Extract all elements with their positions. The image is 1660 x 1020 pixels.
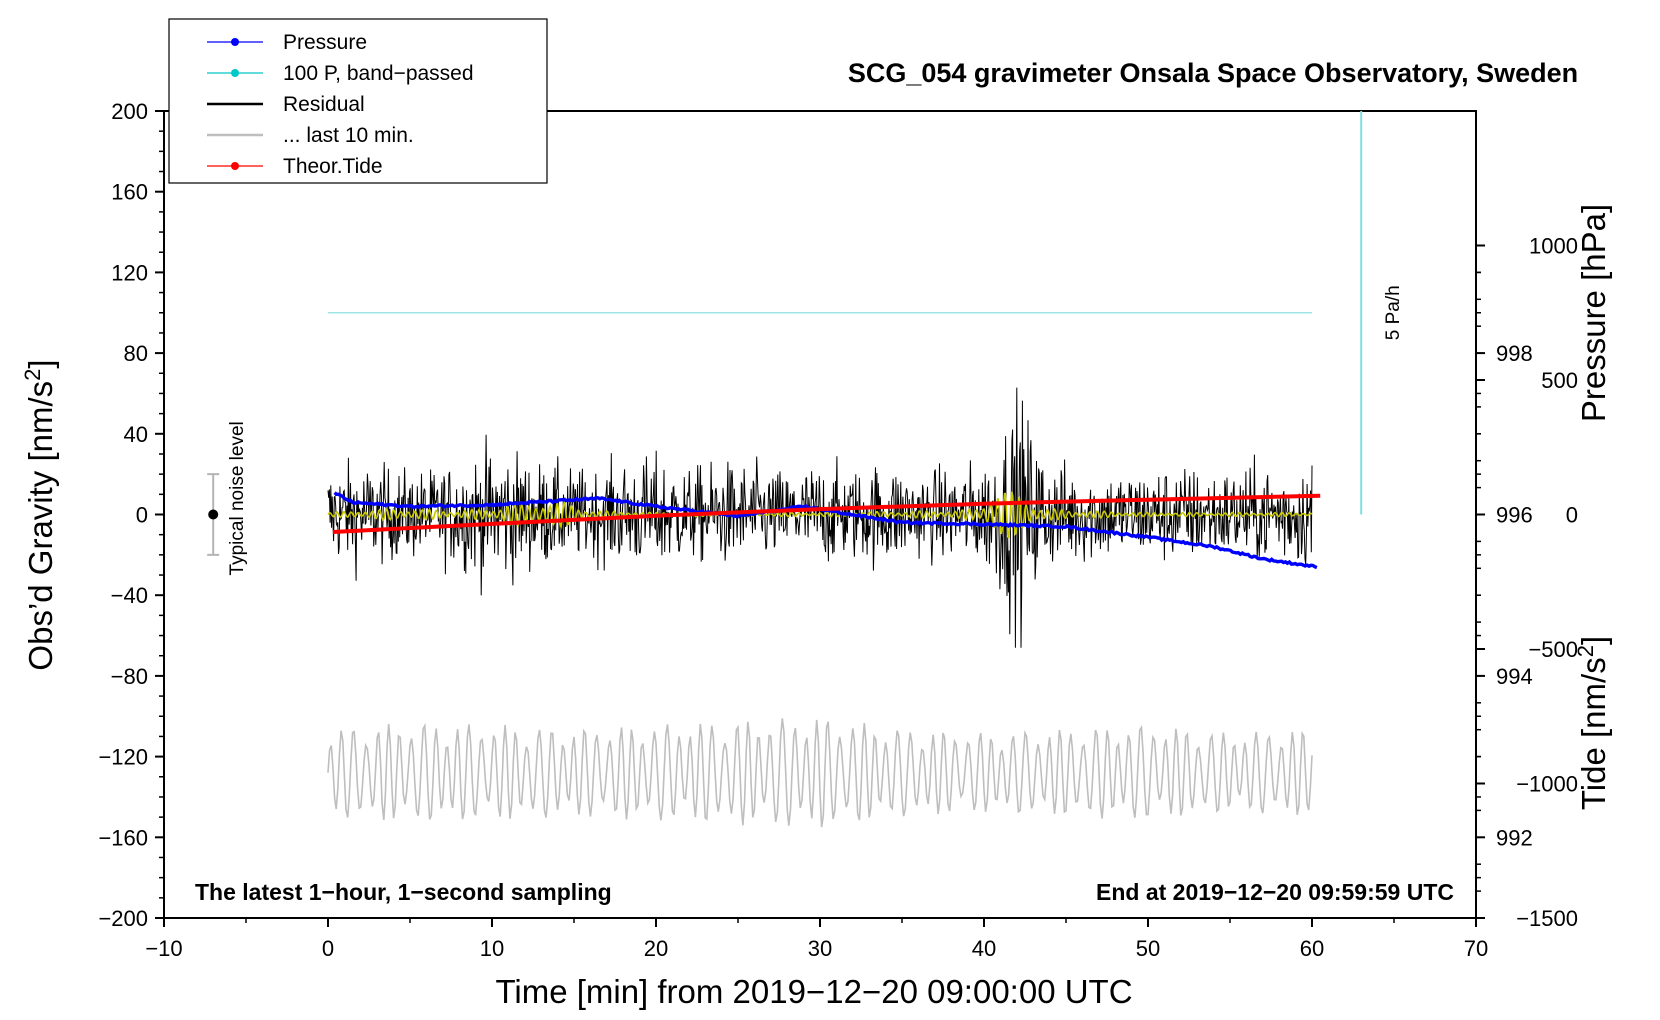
y-axis-tide-label-end: ]	[1575, 636, 1612, 645]
y-left-tick-label: −80	[111, 664, 148, 689]
y-axis-left-label-sup: 2	[20, 369, 45, 381]
x-tick-label: −10	[145, 936, 182, 961]
y-left-tick-label: 120	[111, 260, 148, 285]
y-pressure-tick-label: 998	[1496, 341, 1533, 366]
x-axis: −10 0 10 20 30 40 50 60 70	[145, 918, 1488, 961]
y-axis-left: 200 160 120 80 40 0 −40 −80 −120 −160 −200	[98, 99, 164, 931]
legend-item: 100 P, band−passed	[207, 62, 474, 85]
y-left-tick-label: −40	[111, 583, 148, 608]
y-tide-tick-label: 1000	[1529, 234, 1578, 259]
y-left-tick-label: 0	[136, 503, 148, 528]
y-pressure-tick-label: 994	[1496, 664, 1533, 689]
x-tick-label: 20	[644, 936, 668, 961]
x-tick-label: 60	[1300, 936, 1324, 961]
y-axis-left-label: Obs’d Gravity [nm/s2]	[20, 359, 59, 670]
pressure-rate-indicator: 5 Pa/h	[1360, 111, 1404, 515]
y-tide-tick-label: 500	[1541, 368, 1578, 393]
noise-level-point	[208, 509, 219, 520]
x-tick-label: 70	[1464, 936, 1488, 961]
series-last-10-min	[327, 718, 1313, 828]
y-pressure-tick-label: 992	[1496, 825, 1533, 850]
legend-label: Pressure	[283, 31, 367, 54]
y-left-tick-label: 200	[111, 99, 148, 124]
pressure-rate-label: 5 Pa/h	[1383, 285, 1404, 340]
x-tick-label: 40	[972, 936, 996, 961]
y-left-tick-label: −160	[98, 825, 148, 850]
end-time-note: End at 2019−12−20 09:59:59 UTC	[1096, 879, 1454, 905]
y-left-tick-label: −200	[98, 906, 148, 931]
y-tide-tick-label: −1000	[1516, 772, 1578, 797]
legend: Pressure 100 P, band−passed Residual ... la…	[168, 18, 548, 184]
y-left-tick-label: −120	[98, 745, 148, 770]
chart-title: SCG_054 gravimeter Onsala Space Observat…	[848, 58, 1578, 88]
y-axis-tide-label-main: Tide [nm/s	[1575, 657, 1612, 810]
y-tide-tick-label: 0	[1566, 503, 1578, 528]
y-pressure-tick-label: 996	[1496, 503, 1533, 528]
noise-level-indicator: Typical noise level	[207, 421, 248, 575]
legend-label: ... last 10 min.	[283, 124, 414, 147]
legend-marker	[231, 38, 239, 46]
series-theoretical-tide	[332, 493, 1321, 534]
legend-box	[168, 18, 548, 184]
noise-level-label: Typical noise level	[227, 421, 248, 575]
sampling-note: The latest 1−hour, 1−second sampling	[195, 879, 612, 905]
x-axis-label: Time [min] from 2019−12−20 09:00:00 UTC	[495, 973, 1132, 1010]
legend-item: Theor.Tide	[207, 155, 383, 178]
y-tide-tick-label: −1500	[1516, 906, 1578, 931]
legend-label: Theor.Tide	[283, 155, 383, 178]
series-residual-band-passed	[327, 491, 1313, 539]
y-left-tick-label: 40	[124, 422, 148, 447]
y-axis-tide: 1000 500 0 −500 −1000 −1500	[1476, 234, 1578, 931]
y-left-tick-label: 160	[111, 180, 148, 205]
legend-marker	[231, 162, 239, 170]
y-axis-left-label-main: Obs’d Gravity [nm/s	[22, 381, 59, 671]
y-axis-left-label-end: ]	[22, 359, 59, 368]
y-left-tick-label: 80	[124, 341, 148, 366]
y-tide-tick-label: −500	[1528, 637, 1578, 662]
y-axis-tide-label-sup: 2	[1573, 645, 1598, 657]
x-tick-label: 10	[480, 936, 504, 961]
legend-label: Residual	[283, 93, 365, 116]
x-tick-label: 30	[808, 936, 832, 961]
legend-item: ... last 10 min.	[207, 124, 414, 147]
y-axis-tide-label: Tide [nm/s2]	[1573, 636, 1612, 810]
legend-item: Residual	[207, 93, 365, 116]
x-tick-label: 50	[1136, 936, 1160, 961]
legend-marker	[231, 69, 239, 77]
legend-item: Pressure	[207, 31, 367, 54]
legend-label: 100 P, band−passed	[283, 62, 474, 85]
x-tick-label: 0	[322, 936, 334, 961]
y-axis-pressure-label: Pressure [hPa]	[1575, 204, 1612, 422]
series-layer	[327, 312, 1321, 828]
